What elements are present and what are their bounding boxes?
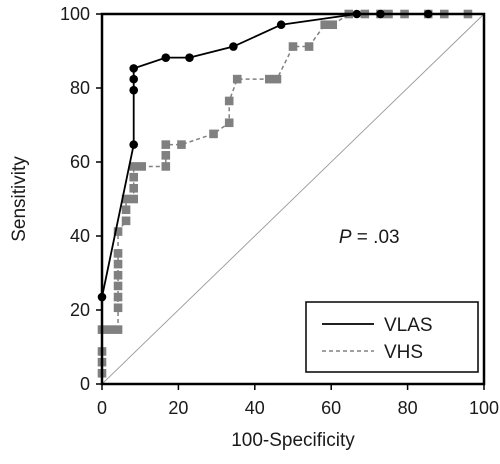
legend: VLAS VHS — [305, 301, 479, 373]
data-point-vlas — [161, 53, 171, 62]
data-point-vhs — [272, 74, 282, 84]
y-tick-label: 100 — [60, 4, 90, 24]
y-tick-label: 80 — [70, 78, 90, 98]
legend-label-vhs: VHS — [384, 342, 423, 363]
y-tick-label: 60 — [70, 152, 90, 172]
data-point-vhs — [304, 42, 314, 51]
data-point-vlas — [229, 42, 238, 51]
data-point-vhs — [113, 270, 123, 280]
data-point-vhs — [113, 303, 123, 313]
x-tick-label: 100 — [469, 398, 499, 418]
plot-frame — [100, 12, 486, 386]
data-point-vhs — [328, 20, 338, 30]
data-point-vhs — [129, 194, 139, 204]
p-value-symbol: P — [339, 227, 352, 248]
data-point-vlas — [129, 74, 139, 84]
y-axis-title: Sensitivity — [9, 156, 30, 242]
data-point-vhs — [288, 42, 298, 51]
data-point-vhs — [161, 162, 171, 171]
data-point-vhs — [224, 118, 234, 128]
data-point-vhs — [121, 194, 131, 204]
data-point-vhs — [161, 151, 171, 160]
data-point-vhs — [113, 325, 123, 334]
data-point-vhs — [232, 74, 242, 84]
data-point-vhs — [161, 140, 171, 149]
data-point-vlas — [185, 53, 194, 62]
y-tick-label: 40 — [70, 226, 90, 246]
data-point-vhs — [113, 259, 123, 269]
data-point-vhs — [113, 227, 123, 236]
data-point-vhs — [224, 96, 234, 106]
data-point-vhs — [129, 172, 139, 182]
x-tick-label: 0 — [97, 398, 107, 418]
data-point-vhs — [105, 325, 115, 334]
data-point-vhs — [320, 20, 330, 30]
y-tick-label: 20 — [70, 300, 90, 320]
p-value-text: = .03 — [352, 227, 400, 248]
x-tick-label: 60 — [321, 398, 341, 418]
data-point-vhs — [121, 216, 131, 226]
data-point-vhs — [129, 183, 139, 193]
x-tick-label: 20 — [168, 398, 188, 418]
data-point-vlas — [129, 85, 139, 95]
data-point-vhs — [113, 292, 123, 302]
data-point-vhs — [177, 140, 186, 149]
data-point-vhs — [113, 281, 123, 291]
data-point-vhs — [121, 205, 131, 215]
diagonal-reference-line — [101, 13, 485, 385]
ticks-layer: 0 20 40 60 80 100 0 20 40 60 80 100 — [60, 4, 499, 418]
data-point-vhs — [137, 162, 147, 171]
data-point-vhs — [209, 129, 218, 139]
data-point-vlas — [276, 20, 286, 30]
data-point-vhs — [113, 249, 123, 258]
data-point-vhs — [265, 74, 274, 84]
x-axis-title: 100-Specificity — [231, 430, 355, 451]
data-point-vlas — [129, 140, 139, 149]
legend-box — [305, 301, 479, 373]
x-tick-label: 80 — [398, 398, 418, 418]
p-value-annotation: P = .03 — [339, 227, 400, 248]
legend-label-vlas: VLAS — [384, 315, 433, 336]
data-point-vhs — [129, 162, 139, 171]
y-tick-label: 0 — [80, 374, 90, 394]
x-tick-label: 40 — [245, 398, 265, 418]
data-point-vlas — [129, 64, 139, 73]
